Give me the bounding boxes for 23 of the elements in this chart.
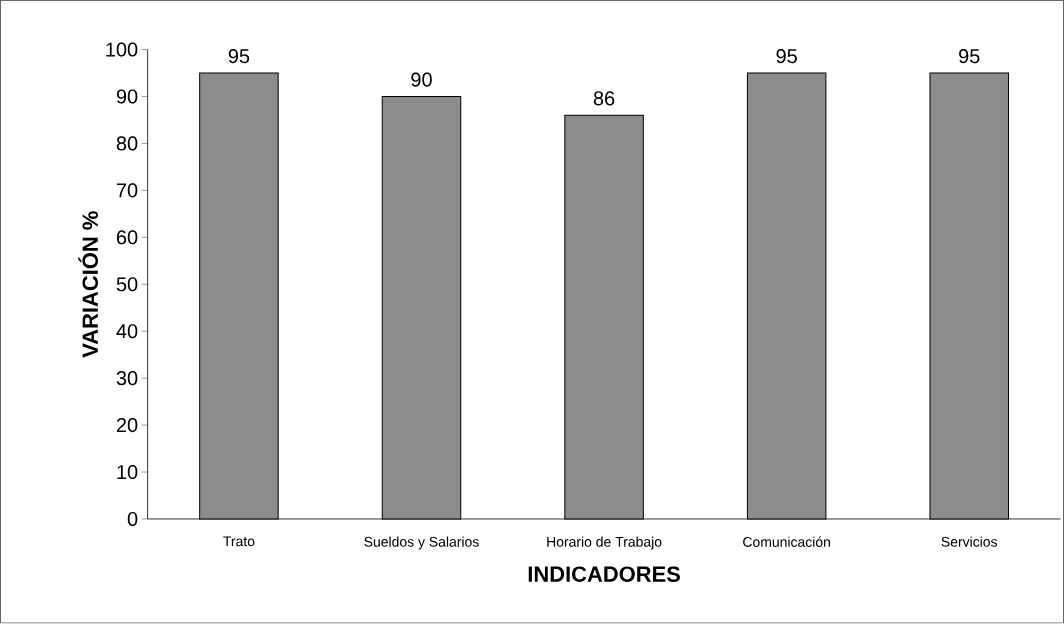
x-tick-label: Sueldos y Salarios <box>364 536 479 550</box>
data-label: 95 <box>776 49 797 64</box>
data-label: 95 <box>959 49 980 64</box>
x-axis-title: INDICADORES <box>528 566 680 583</box>
y-tick-label: 10 <box>117 465 138 480</box>
y-tick-label: 20 <box>116 418 138 433</box>
data-label: 86 <box>593 91 615 106</box>
y-tick-label: 40 <box>116 324 138 339</box>
y-tick-label: 30 <box>116 371 138 386</box>
y-tick-label: 60 <box>116 230 138 245</box>
y-tick-label: 100 <box>106 42 138 57</box>
y-axis-title: VARIACIÓN % <box>78 211 98 358</box>
x-tick-label: Comunicación <box>743 536 830 548</box>
y-tick-label: 50 <box>116 277 138 292</box>
x-tick-label: Trato <box>223 536 255 547</box>
x-tick-label: Horario de Trabajo <box>547 536 662 550</box>
data-label: 95 <box>228 49 250 64</box>
y-tick-label: 0 <box>127 512 138 527</box>
x-tick-label: Servicios <box>941 536 998 547</box>
y-tick-label: 80 <box>116 136 138 151</box>
data-label: 90 <box>411 72 432 87</box>
y-tick-label: 70 <box>116 183 138 198</box>
y-tick-label: 90 <box>116 89 138 104</box>
